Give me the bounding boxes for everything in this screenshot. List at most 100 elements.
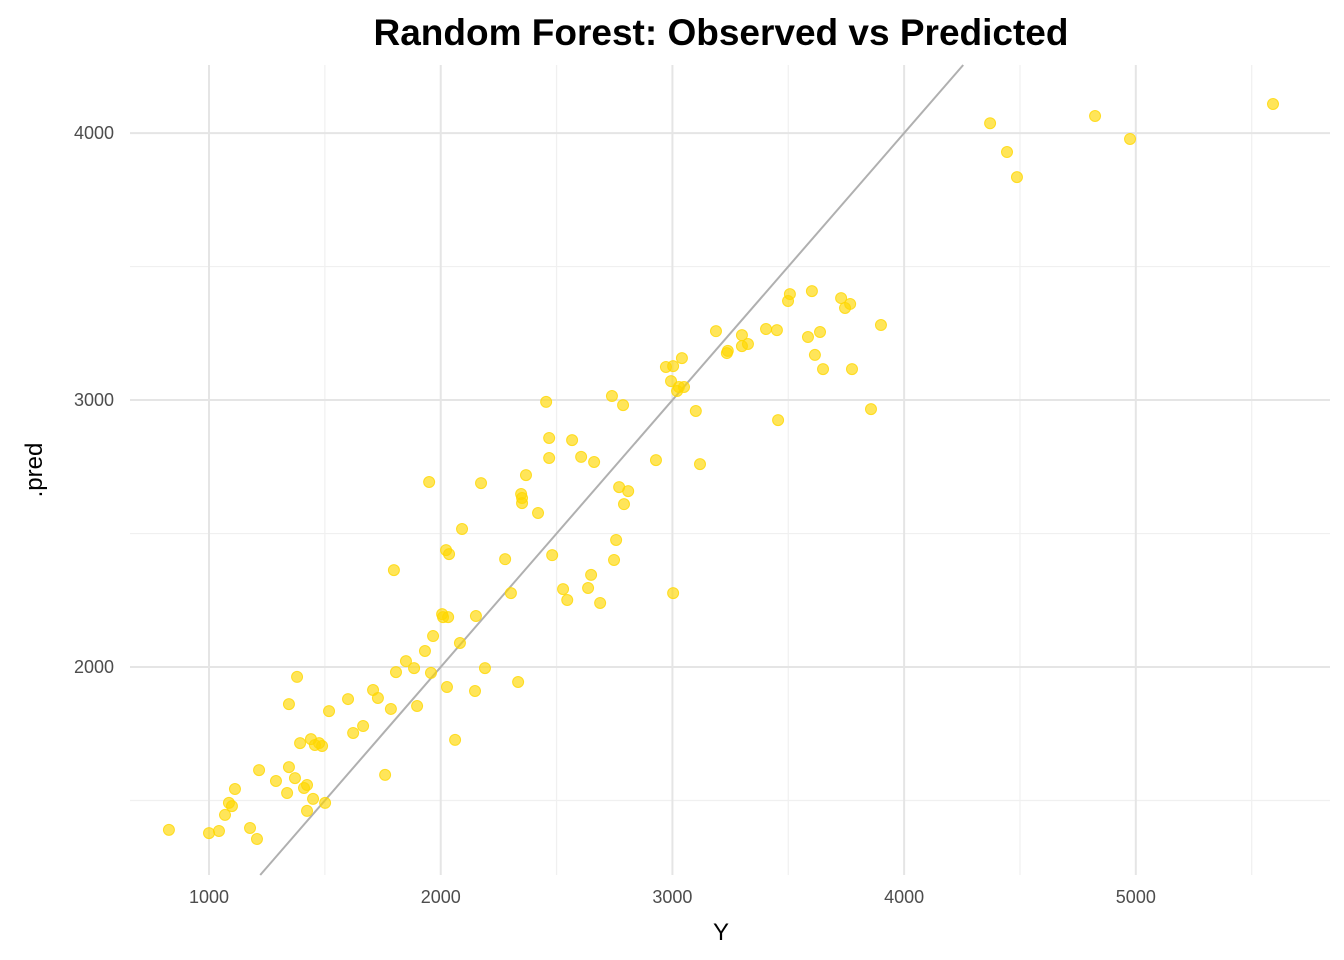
data-point	[475, 477, 488, 490]
data-point	[442, 611, 455, 624]
data-point	[389, 666, 402, 679]
data-point	[228, 783, 241, 796]
data-point	[469, 610, 482, 623]
data-point	[605, 390, 618, 403]
data-point	[408, 662, 421, 675]
data-point	[721, 344, 734, 357]
x-tick-label: 5000	[1116, 887, 1156, 907]
data-point	[499, 553, 512, 566]
data-point	[162, 823, 175, 836]
data-point	[689, 404, 702, 417]
x-axis-ticks: 1000 2000 3000 4000 5000	[189, 887, 1156, 907]
data-point	[649, 454, 662, 467]
data-point	[665, 375, 678, 388]
data-point	[801, 331, 814, 344]
data-point	[1124, 132, 1137, 145]
data-point	[543, 431, 556, 444]
data-point	[735, 329, 748, 342]
data-point	[203, 827, 216, 840]
data-point	[582, 582, 595, 595]
data-point	[540, 395, 553, 408]
data-point	[225, 800, 238, 813]
data-point	[783, 288, 796, 301]
data-point	[244, 822, 257, 835]
data-point	[805, 285, 818, 298]
data-point	[519, 469, 532, 482]
data-point	[585, 568, 598, 581]
y-tick-label: 2000	[74, 657, 114, 677]
x-tick-label: 2000	[421, 887, 461, 907]
data-point	[772, 414, 785, 427]
y-tick-label: 3000	[74, 390, 114, 410]
y-axis-ticks: 2000 3000 4000	[74, 123, 114, 677]
data-point	[469, 685, 482, 698]
data-point	[316, 740, 329, 753]
gridlines	[130, 65, 1330, 875]
data-point	[456, 523, 469, 536]
x-tick-label: 4000	[884, 887, 924, 907]
data-point	[608, 553, 621, 566]
data-point	[817, 363, 830, 376]
data-point	[418, 645, 431, 658]
data-point	[543, 451, 556, 464]
data-point	[667, 587, 680, 600]
data-point	[399, 655, 412, 668]
data-point	[1089, 109, 1102, 122]
data-point	[610, 533, 623, 546]
data-point	[709, 325, 722, 338]
data-point	[678, 380, 691, 393]
data-point	[675, 352, 688, 365]
data-point	[443, 548, 456, 561]
data-point	[1267, 97, 1280, 110]
data-point	[307, 792, 320, 805]
data-point	[281, 787, 294, 800]
identity-reference-line	[259, 64, 964, 876]
data-point	[250, 832, 263, 845]
data-point	[319, 796, 332, 809]
data-point	[594, 596, 607, 609]
x-tick-label: 3000	[652, 887, 692, 907]
data-point	[760, 323, 773, 336]
data-point	[379, 768, 392, 781]
data-point	[504, 587, 517, 600]
data-point	[516, 497, 529, 510]
data-point	[384, 702, 397, 715]
data-point	[693, 458, 706, 471]
data-point	[1010, 171, 1023, 184]
data-point	[512, 675, 525, 688]
data-point	[291, 670, 304, 683]
data-point	[282, 761, 295, 774]
data-point	[301, 804, 314, 817]
data-point	[532, 506, 545, 519]
data-point	[423, 476, 436, 489]
data-point	[770, 324, 783, 337]
data-point	[357, 720, 370, 733]
data-point	[546, 549, 559, 562]
data-points	[162, 97, 1280, 845]
data-point	[449, 733, 462, 746]
data-point	[984, 117, 997, 130]
data-point	[617, 498, 630, 511]
data-point	[453, 636, 466, 649]
data-point	[561, 594, 574, 607]
data-point	[323, 705, 336, 718]
data-point	[1001, 146, 1014, 159]
data-point	[424, 666, 437, 679]
data-point	[301, 779, 314, 792]
data-point	[253, 764, 266, 777]
x-tick-label: 1000	[189, 887, 229, 907]
data-point	[440, 681, 453, 694]
data-point	[588, 455, 601, 468]
data-point	[218, 808, 231, 821]
data-point	[342, 693, 355, 706]
y-tick-label: 4000	[74, 123, 114, 143]
data-point	[427, 630, 440, 643]
data-point	[566, 434, 579, 447]
data-point	[617, 399, 630, 412]
data-point	[288, 772, 301, 785]
data-point	[844, 297, 857, 310]
data-point	[808, 348, 821, 361]
data-point	[864, 403, 877, 416]
data-point	[371, 691, 384, 704]
